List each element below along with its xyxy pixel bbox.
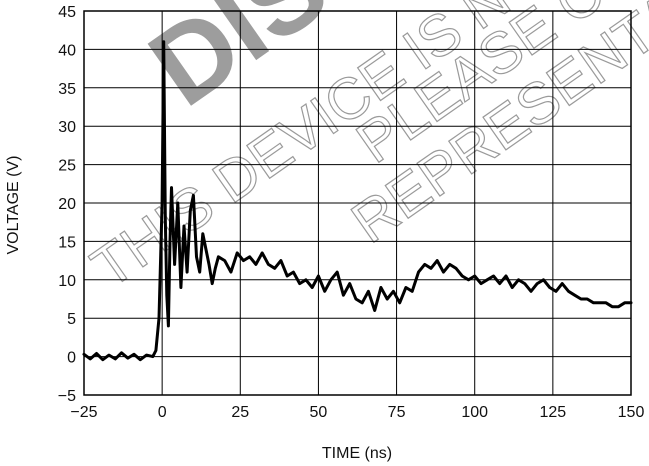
x-axis-label: TIME (ns) xyxy=(322,445,392,462)
plot-area xyxy=(82,40,633,362)
y-tick-label: 30 xyxy=(58,119,76,136)
x-tick-label: −25 xyxy=(70,404,97,421)
x-tick-label: 50 xyxy=(310,404,328,421)
y-tick-label: 0 xyxy=(67,350,76,367)
x-tick-label: 75 xyxy=(388,404,406,421)
voltage-series-line xyxy=(82,40,633,362)
x-tick-label: 0 xyxy=(158,404,167,421)
y-tick-label: −5 xyxy=(58,388,76,405)
y-tick-label: 20 xyxy=(58,196,76,213)
y-tick-label: 45 xyxy=(58,4,76,21)
y-tick-label: 35 xyxy=(58,81,76,98)
y-tick-label: 10 xyxy=(58,273,76,290)
y-axis-label: VOLTAGE (V) xyxy=(5,156,22,255)
y-tick-label: 15 xyxy=(58,234,76,251)
x-tick-label: 25 xyxy=(231,404,249,421)
plot-frame xyxy=(83,10,632,396)
y-tick-label: 25 xyxy=(58,158,76,175)
y-tick-label: 40 xyxy=(58,42,76,59)
y-tick-label: 5 xyxy=(67,311,76,328)
tick-labels: −25 0 25 50 75 100 125 150 −5 0 5 10 15 20 25 30 35 40 45 xyxy=(58,4,645,421)
x-tick-label: 100 xyxy=(461,404,488,421)
x-tick-label: 125 xyxy=(540,404,567,421)
x-tick-label: 150 xyxy=(618,404,645,421)
